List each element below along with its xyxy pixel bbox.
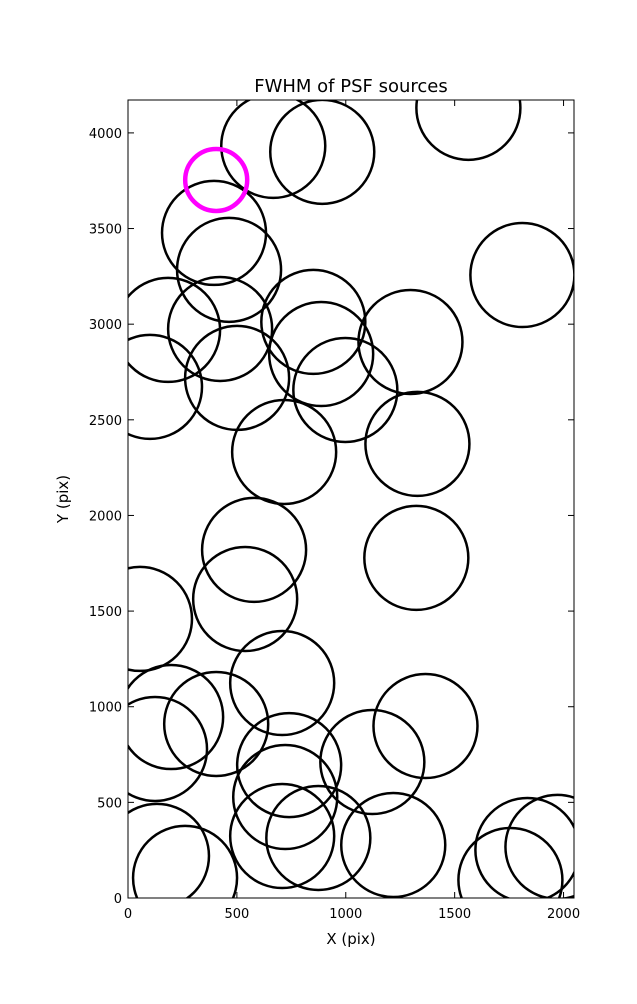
- x-tick-label: 0: [124, 907, 132, 922]
- source-marker: [228, 782, 336, 890]
- y-tick-label: 2500: [89, 414, 122, 429]
- y-tick-label: 3500: [89, 223, 122, 238]
- axes-frame: [127, 99, 575, 899]
- source-marker: [200, 496, 308, 604]
- source-marker: [260, 268, 367, 376]
- source-marker: [457, 826, 564, 898]
- source-marker: [415, 100, 522, 162]
- source-marker: [220, 100, 327, 200]
- source-marker: [363, 504, 470, 612]
- source-marker: [372, 672, 479, 780]
- x-tick-label: 2000: [547, 907, 580, 922]
- y-tick-label: 2000: [89, 509, 122, 524]
- source-marker: [128, 333, 204, 441]
- y-tick-label: 0: [114, 892, 122, 907]
- source-marker: [269, 100, 376, 206]
- x-tick-label: 1500: [438, 907, 471, 922]
- source-marker: [162, 670, 270, 778]
- y-tick-label: 4000: [89, 127, 122, 142]
- source-marker: [364, 390, 471, 498]
- y-tick-label: 1000: [89, 701, 122, 716]
- source-marker: [128, 663, 225, 771]
- source-marker: [175, 216, 283, 324]
- y-axis-label: Y (pix): [54, 475, 72, 524]
- source-marker: [166, 275, 274, 383]
- source-marker: [128, 802, 211, 898]
- source-marker: [128, 695, 209, 803]
- y-tick-label: 1500: [89, 605, 122, 620]
- source-marker: [357, 288, 464, 396]
- y-tick-label: 500: [97, 796, 122, 811]
- y-tick-label: 3000: [89, 318, 122, 333]
- x-tick-label: 1000: [329, 907, 362, 922]
- source-marker: [319, 708, 426, 816]
- source-marker: [228, 629, 336, 737]
- source-marker: [265, 784, 372, 892]
- source-marker: [131, 824, 239, 898]
- source-marker: [340, 791, 447, 898]
- source-marker: [182, 146, 250, 214]
- source-marker: [230, 398, 338, 506]
- source-marker: [191, 545, 299, 653]
- plot-area: [128, 100, 574, 898]
- chart-title: FWHM of PSF sources: [254, 76, 448, 97]
- source-marker: [474, 796, 574, 898]
- source-marker: [231, 743, 339, 851]
- x-tick-label: 500: [224, 907, 249, 922]
- source-marker: [267, 300, 375, 408]
- source-marker: [235, 711, 343, 819]
- source-marker: [292, 336, 399, 444]
- source-marker: [128, 565, 194, 673]
- source-marker: [504, 793, 574, 898]
- source-marker: [469, 221, 574, 329]
- x-axis-label: X (pix): [326, 930, 375, 948]
